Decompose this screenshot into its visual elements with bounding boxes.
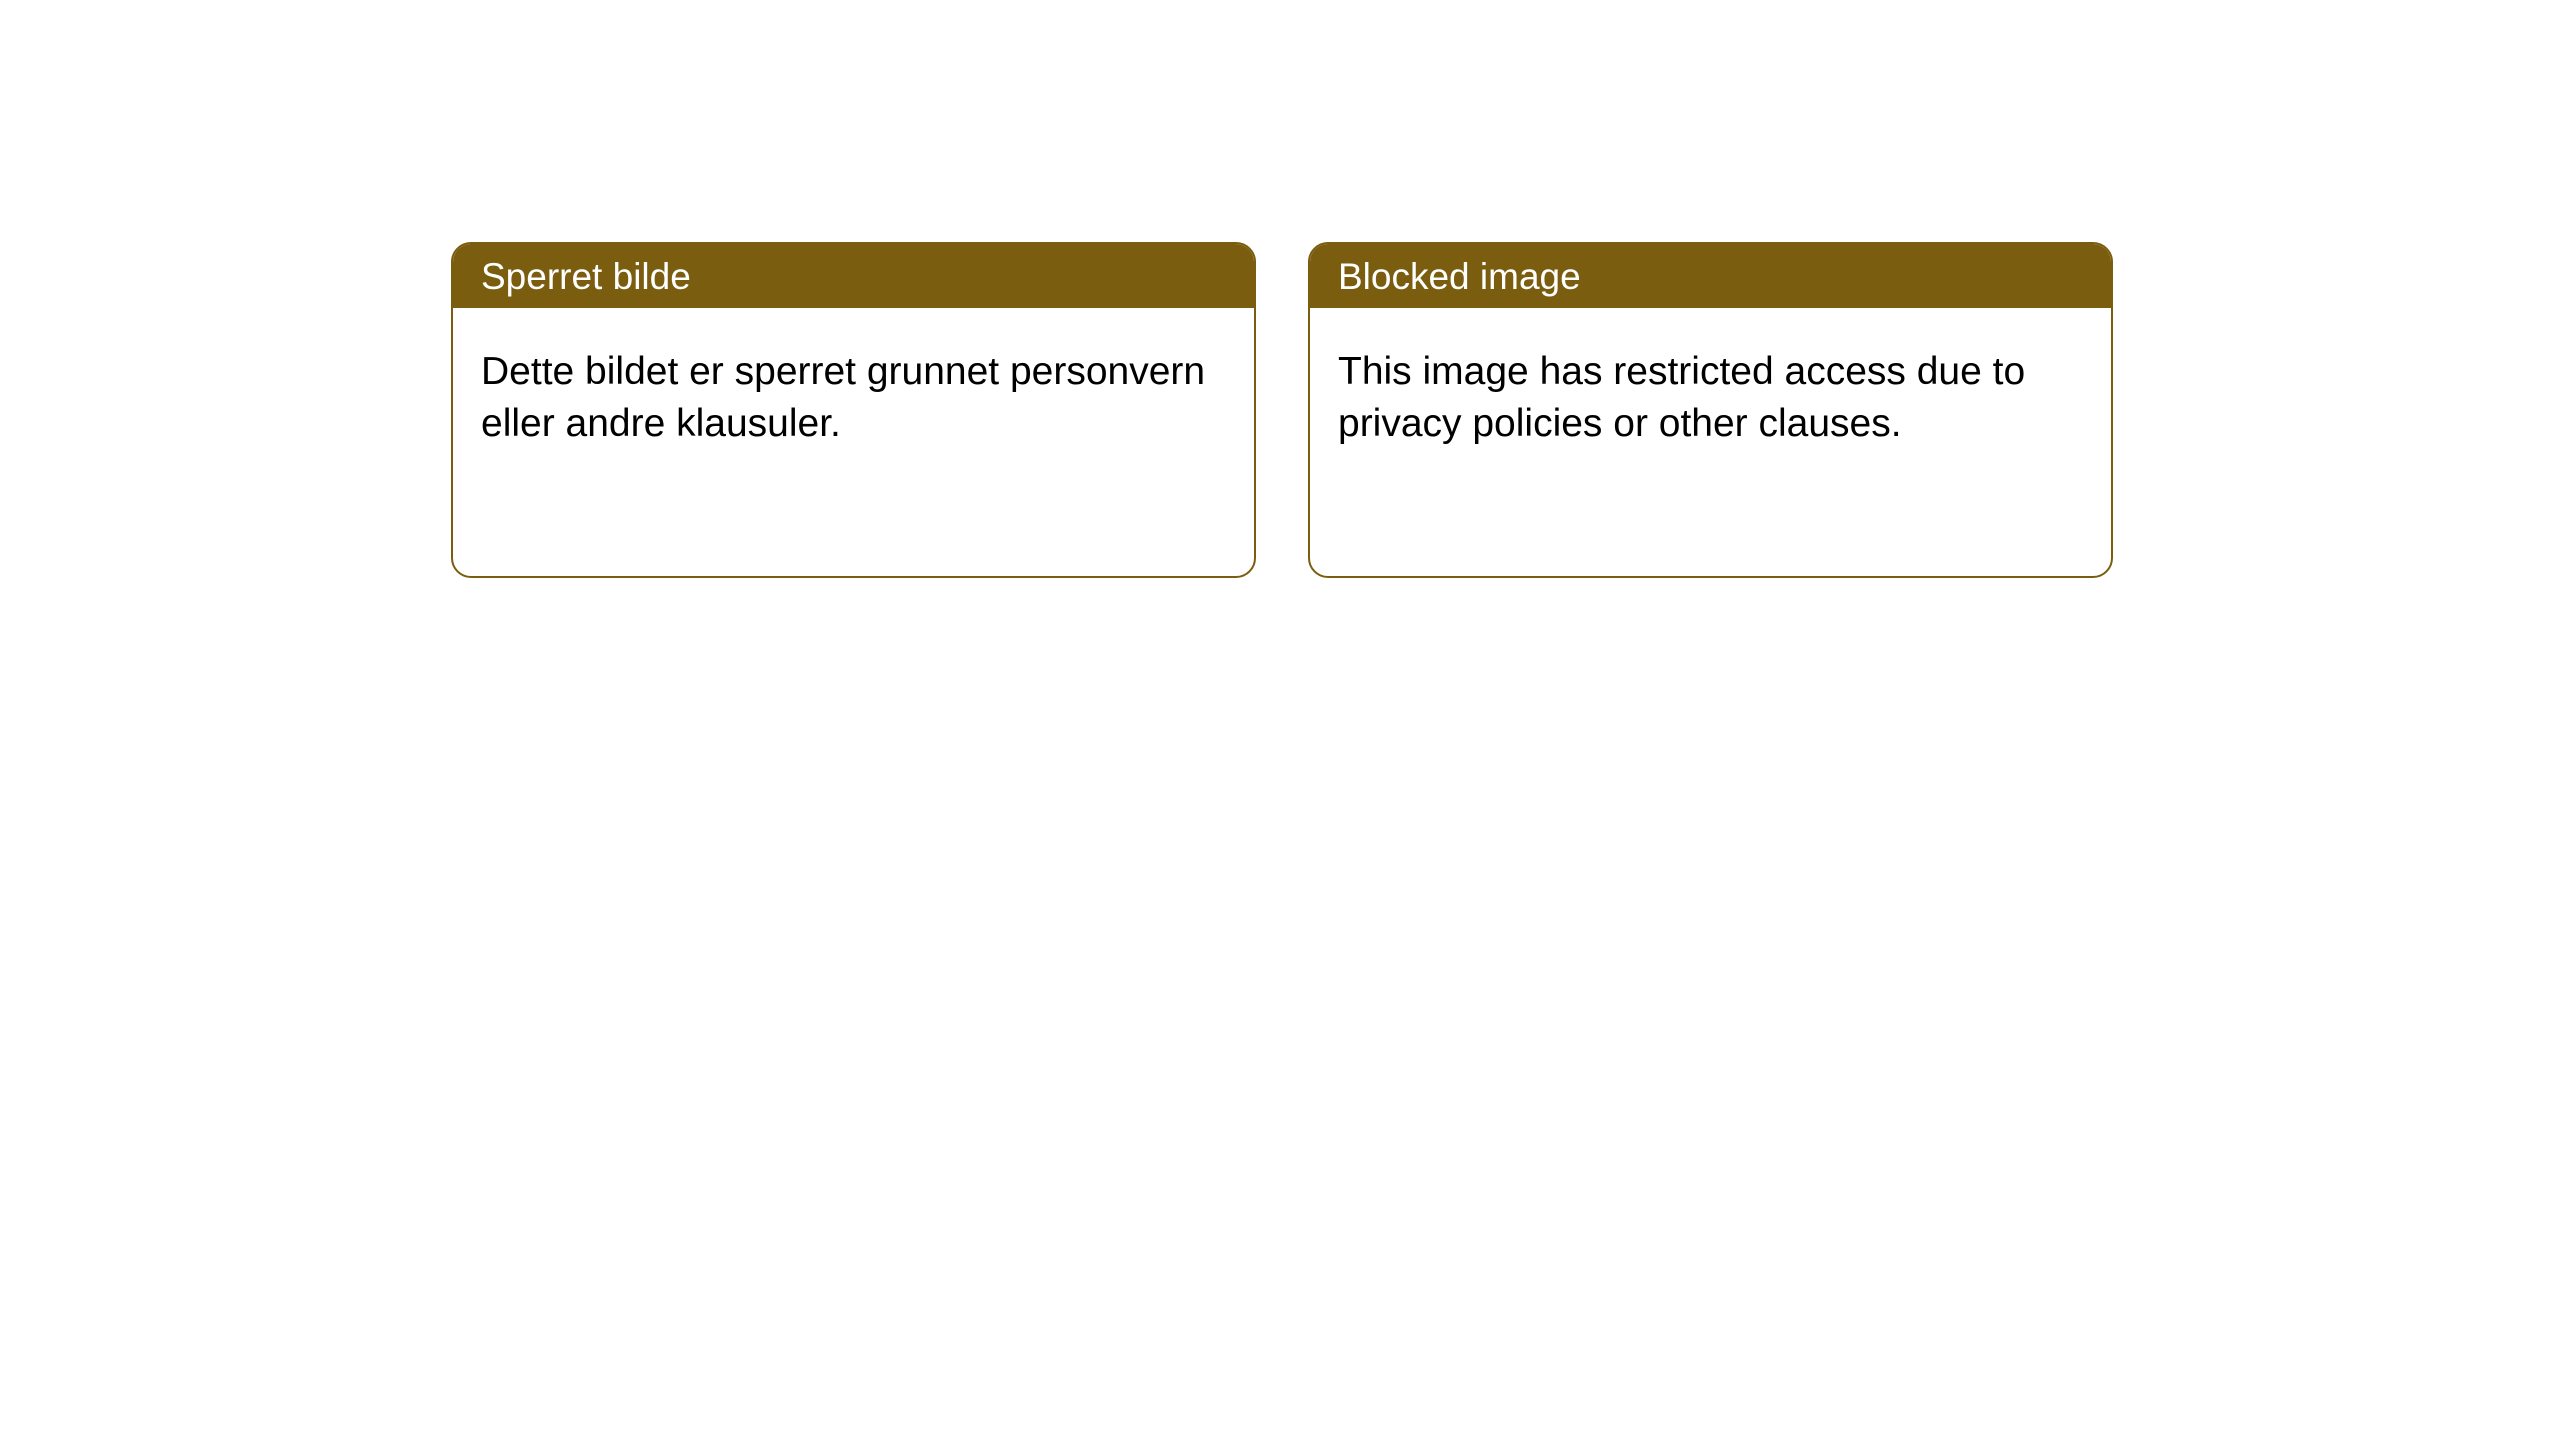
card-header-en: Blocked image	[1310, 244, 2111, 308]
card-body-en: This image has restricted access due to …	[1310, 308, 2111, 479]
cards-container: Sperret bilde Dette bildet er sperret gr…	[0, 0, 2560, 578]
card-body-no: Dette bildet er sperret grunnet personve…	[453, 308, 1254, 479]
card-title-en: Blocked image	[1338, 256, 1581, 297]
blocked-image-card-no: Sperret bilde Dette bildet er sperret gr…	[451, 242, 1256, 578]
card-text-en: This image has restricted access due to …	[1338, 350, 2025, 445]
card-title-no: Sperret bilde	[481, 256, 691, 297]
card-header-no: Sperret bilde	[453, 244, 1254, 308]
blocked-image-card-en: Blocked image This image has restricted …	[1308, 242, 2113, 578]
card-text-no: Dette bildet er sperret grunnet personve…	[481, 350, 1205, 445]
